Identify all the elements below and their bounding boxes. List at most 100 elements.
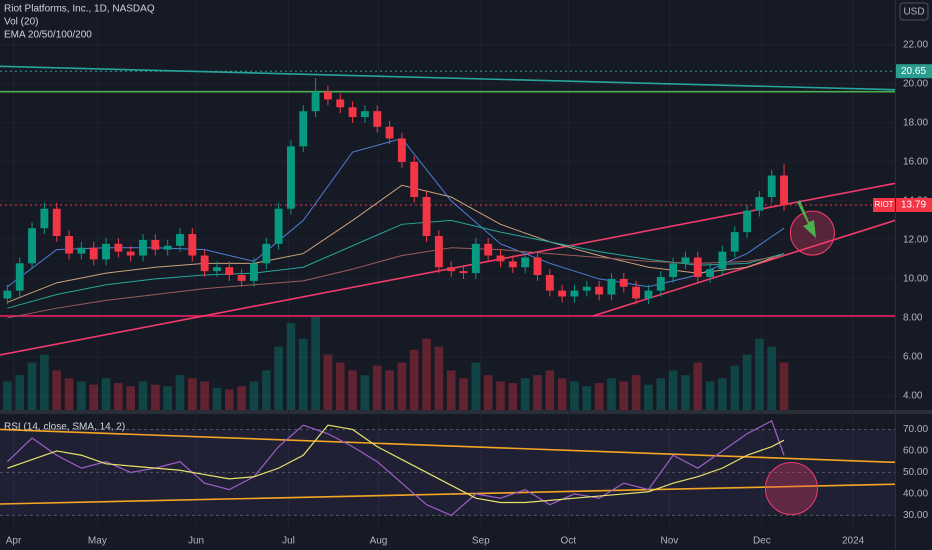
- candle-body: [533, 257, 542, 276]
- symbol-tag: [873, 198, 895, 212]
- candle-body: [3, 290, 12, 299]
- currency-box[interactable]: [899, 2, 929, 21]
- indicator-line: [7, 424, 785, 504]
- candle-body: [225, 267, 234, 276]
- volume-bar: [372, 365, 382, 410]
- volume: [3, 315, 789, 410]
- candle-body: [139, 239, 147, 256]
- candle-body: [730, 232, 739, 252]
- volume-bar: [644, 384, 653, 410]
- candle-body: [360, 111, 369, 118]
- candle-body: [65, 236, 73, 254]
- volume-bar: [261, 370, 271, 410]
- volume-bar: [730, 365, 740, 410]
- x-tick-label: 2024: [842, 536, 865, 547]
- candle-body: [656, 276, 665, 291]
- volume-bar: [101, 378, 111, 410]
- indicator-line: [7, 219, 785, 309]
- indicator-line: [7, 184, 785, 303]
- volume-bar: [163, 386, 172, 410]
- volume-bar: [15, 375, 25, 410]
- arrow: [797, 200, 816, 238]
- volume-bar: [126, 386, 135, 410]
- currency[interactable]: USD: [903, 7, 924, 18]
- trend-line: [592, 219, 896, 317]
- rsi-tick-label: 70.00: [903, 424, 928, 435]
- x-tick-label: Jun: [188, 536, 204, 547]
- candle-body: [286, 146, 295, 209]
- y-tick-label: 18.00: [903, 118, 928, 129]
- candle-body: [237, 275, 246, 281]
- candle-body: [40, 208, 49, 229]
- volume-bar: [138, 381, 148, 410]
- candle-body: [718, 251, 727, 270]
- symbol-label: RIOT: [874, 200, 893, 209]
- ema-label: EMA 20/50/100/200: [4, 30, 92, 41]
- candle-body: [508, 261, 517, 268]
- y-tick-label: 10.00: [903, 274, 928, 285]
- volume-bar: [446, 370, 456, 410]
- candle-body: [558, 290, 567, 297]
- indicator-line: [6, 420, 785, 517]
- volume-bar: [656, 378, 666, 410]
- y-tick-label: 16.00: [903, 157, 928, 168]
- x-tick-label: Sep: [472, 536, 490, 547]
- x-tick-label: Dec: [753, 536, 771, 547]
- volume-bar: [718, 378, 727, 410]
- candle-body: [582, 286, 591, 291]
- volume-bar: [545, 370, 555, 410]
- y-tick-label: 22.00: [903, 40, 928, 51]
- volume-bar: [594, 383, 604, 410]
- candle-body: [188, 234, 197, 256]
- volume-bar: [298, 338, 308, 410]
- volume-bar: [187, 378, 197, 410]
- candle-body: [397, 138, 406, 162]
- volume-bar: [767, 346, 777, 410]
- candle-body: [299, 111, 308, 147]
- candle-body: [669, 263, 678, 277]
- candles: [3, 78, 788, 305]
- volume-bar: [496, 381, 505, 410]
- volume-bar: [508, 383, 518, 410]
- volume-bar: [557, 378, 567, 410]
- candle-body: [126, 251, 135, 256]
- volume-bar: [249, 381, 259, 410]
- candle-body: [89, 247, 98, 260]
- volume-bar: [360, 375, 370, 410]
- candle-body: [767, 175, 776, 198]
- candle-body: [213, 267, 221, 272]
- candle-body: [77, 247, 86, 254]
- candle-body: [200, 255, 209, 272]
- volume-bar: [570, 381, 579, 410]
- volume-bar: [3, 381, 12, 410]
- volume-bar: [89, 384, 99, 410]
- trend-line: [0, 65, 896, 91]
- candle-body: [447, 267, 456, 272]
- chart-title: Riot Platforms, Inc., 1D, NASDAQ: [4, 4, 155, 15]
- volume-bar: [471, 362, 481, 410]
- candle-body: [262, 243, 271, 264]
- trend-line: [0, 483, 896, 505]
- candle-body: [706, 269, 715, 277]
- volume-bar: [779, 362, 789, 410]
- candle-body: [373, 111, 382, 127]
- candle-body: [348, 107, 357, 118]
- x-tick-label: Oct: [561, 536, 577, 547]
- price-label: 13.79: [901, 200, 926, 211]
- candle-body: [545, 275, 554, 291]
- candle-body: [176, 234, 184, 246]
- volume-bar: [397, 362, 407, 410]
- candle-body: [336, 99, 345, 108]
- volume-bar: [348, 370, 357, 410]
- candle-body: [619, 278, 628, 287]
- volume-label: Vol (20): [4, 17, 38, 28]
- volume-bar: [274, 346, 283, 410]
- rsi-tick-label: 50.00: [903, 467, 928, 478]
- highlight-circle: [764, 462, 818, 516]
- volume-bar: [311, 315, 320, 410]
- volume-bar: [422, 338, 431, 410]
- candle-body: [311, 91, 320, 112]
- volume-bar: [237, 386, 246, 410]
- candle-body: [250, 263, 258, 281]
- volume-bar: [742, 354, 752, 410]
